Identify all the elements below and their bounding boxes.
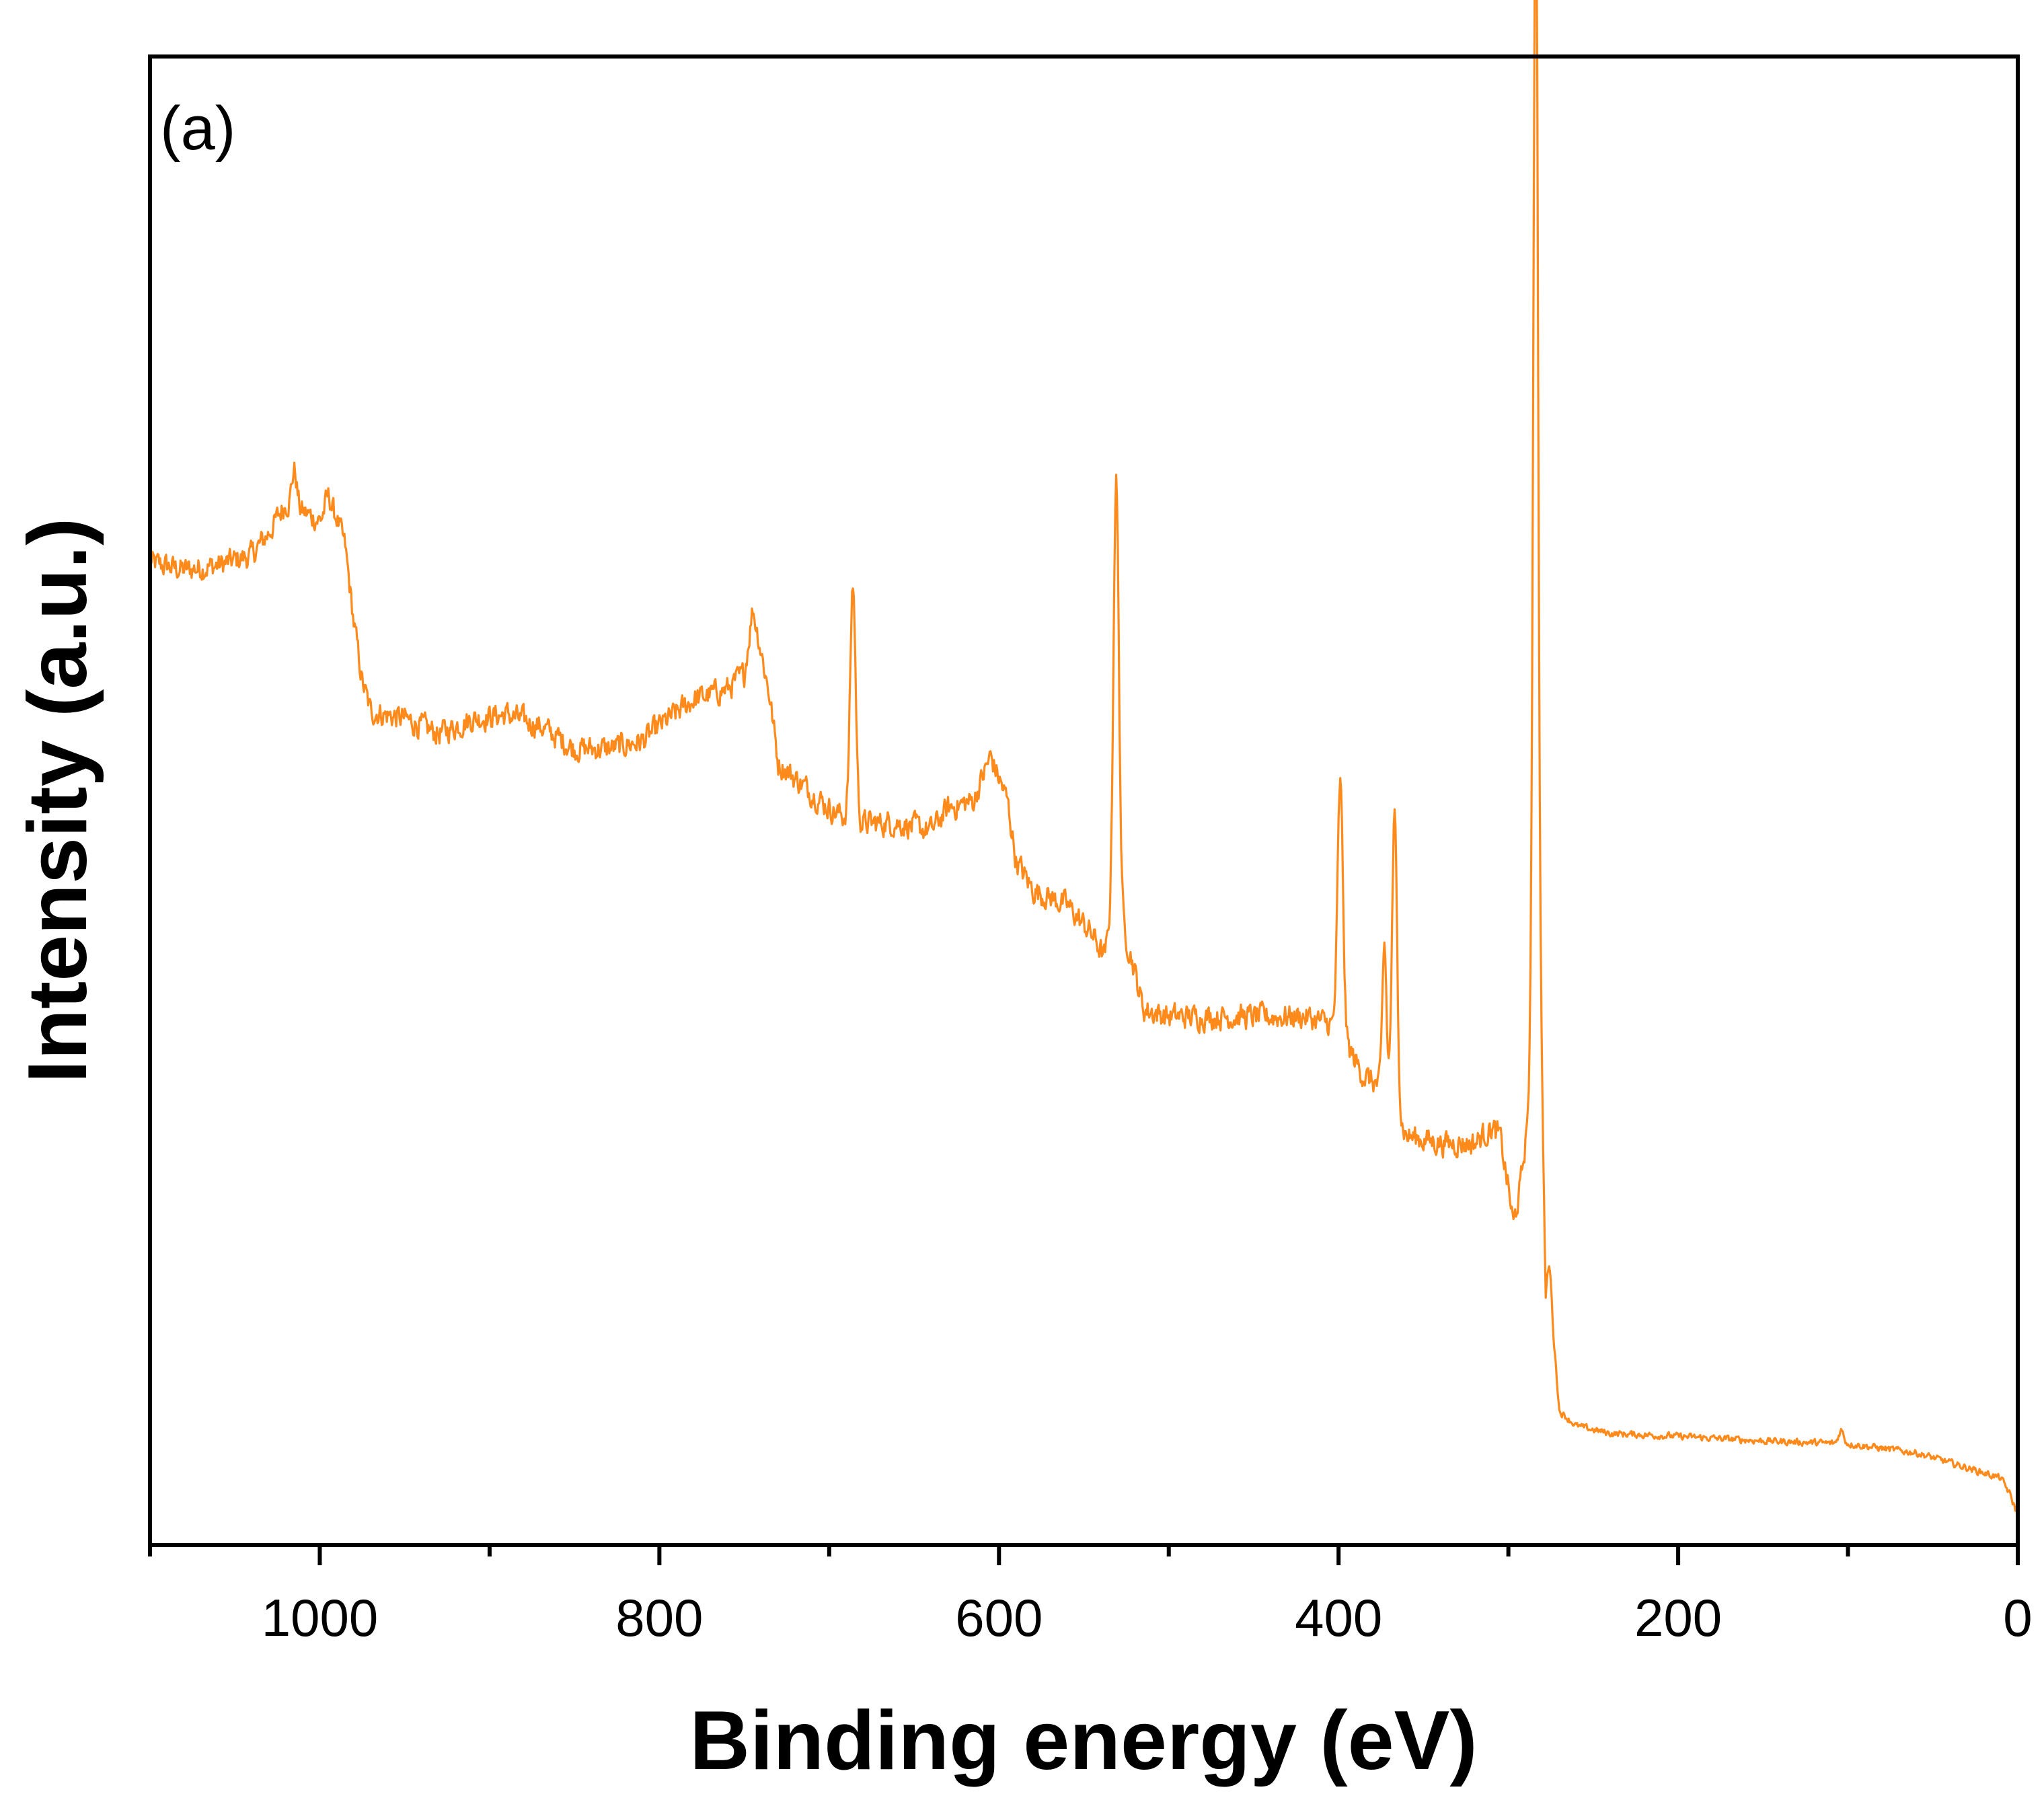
x-axis-tick-labels: 1000 800 600 400 200 0	[262, 1588, 2033, 1647]
x-tick-label-400: 400	[1295, 1588, 1382, 1647]
x-tick-label-0: 0	[2003, 1588, 2032, 1647]
series-line-xps-survey	[149, 0, 2018, 1515]
x-tick-label-800: 800	[615, 1588, 703, 1647]
y-axis-title: Intensity (a.u.)	[11, 518, 104, 1084]
plot-frame	[148, 54, 2020, 1547]
x-tick-label-600: 600	[955, 1588, 1043, 1647]
x-tick-label-1000: 1000	[262, 1588, 379, 1647]
panel-label: (a)	[160, 94, 235, 163]
x-axis-title: Binding energy (eV)	[689, 1694, 1477, 1787]
x-tick-label-200: 200	[1634, 1588, 1722, 1647]
